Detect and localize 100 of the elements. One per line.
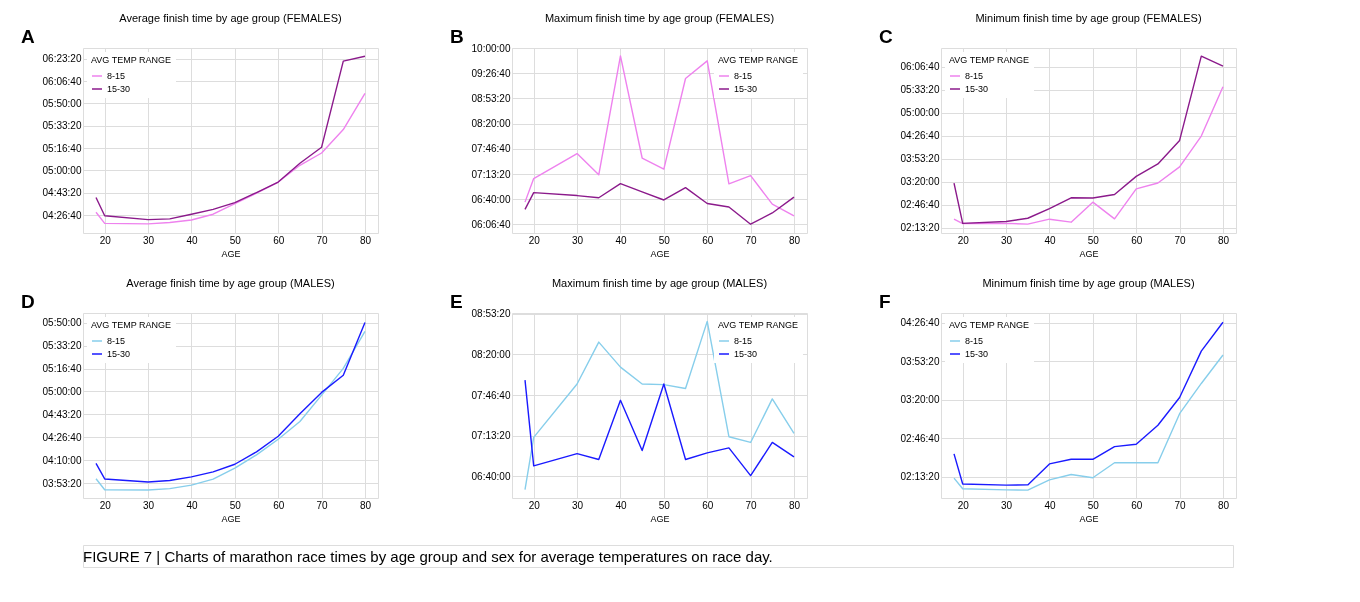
line-series bbox=[953, 86, 1224, 225]
x-tick-label: 30 bbox=[572, 499, 584, 511]
y-tick-label: 06:06:40 bbox=[471, 218, 511, 230]
legend-label: 8-15 bbox=[965, 71, 984, 81]
x-tick-label: 60 bbox=[273, 499, 285, 511]
x-tick-label: 60 bbox=[273, 234, 285, 246]
x-tick-label: 50 bbox=[1087, 499, 1100, 511]
legend-label: 8-15 bbox=[734, 336, 753, 346]
legend-title: AVG TEMP RANGE bbox=[949, 320, 1030, 330]
y-tick-label: 04:43:20 bbox=[42, 408, 82, 420]
text: D bbox=[21, 291, 35, 312]
x-tick-label: 20 bbox=[99, 499, 112, 511]
y-tick-label: 04:26:40 bbox=[42, 209, 82, 221]
legend-title: AVG TEMP RANGE bbox=[949, 55, 1030, 65]
line-series bbox=[524, 379, 795, 477]
y-tick-label: 08:20:00 bbox=[471, 348, 511, 360]
x-tick-label: 80 bbox=[359, 234, 372, 246]
legend-title: AVG TEMP RANGE bbox=[91, 55, 172, 65]
x-tick-label: 20 bbox=[99, 234, 112, 246]
x-tick-label: 30 bbox=[572, 234, 584, 246]
x-tick-label: 40 bbox=[186, 234, 198, 246]
y-tick-label: 04:26:40 bbox=[900, 130, 940, 142]
x-tick-label: 20 bbox=[957, 499, 970, 511]
legend-label: 15-30 bbox=[734, 349, 758, 359]
y-tick-label: 08:20:00 bbox=[471, 118, 511, 130]
y-tick-label: 06:06:40 bbox=[42, 75, 82, 87]
y-tick-label: 07:46:40 bbox=[471, 143, 511, 155]
y-tick-label: 02:46:40 bbox=[900, 199, 940, 211]
x-tick-label: 40 bbox=[186, 499, 198, 511]
legend-title: AVG TEMP RANGE bbox=[718, 55, 799, 65]
x-tick-label: 70 bbox=[1174, 499, 1187, 511]
y-tick-label: 03:53:20 bbox=[900, 153, 940, 165]
x-axis-title: AGE bbox=[650, 248, 670, 259]
x-tick-label: 80 bbox=[1217, 234, 1230, 246]
y-tick-label: 03:53:20 bbox=[900, 355, 940, 367]
legend-label: 8-15 bbox=[107, 336, 126, 346]
x-tick-label: 60 bbox=[1131, 499, 1143, 511]
y-tick-label: 07:13:20 bbox=[471, 430, 511, 442]
x-tick-label: 60 bbox=[702, 499, 714, 511]
y-tick-label: 05:00:00 bbox=[900, 107, 940, 119]
chart-title: Maximum finish time by age group (MALES) bbox=[551, 277, 768, 289]
x-tick-label: 20 bbox=[528, 499, 541, 511]
x-tick-label: 70 bbox=[316, 499, 329, 511]
text: B bbox=[450, 26, 464, 47]
chart-title: Minimum finish time by age group (MALES) bbox=[982, 277, 1195, 289]
chart-title: Maximum finish time by age group (FEMALES) bbox=[544, 12, 775, 24]
y-tick-label: 04:43:20 bbox=[42, 187, 82, 199]
y-tick-label: 05:33:20 bbox=[42, 120, 82, 132]
caption: FIGURE 7 | Charts of marathon race times by age group and sex for average temperatures on race day. bbox=[83, 548, 773, 565]
y-tick-label: 03:20:00 bbox=[900, 394, 940, 406]
chart-title: Average finish time by age group (FEMALES) bbox=[119, 12, 342, 24]
x-tick-label: 60 bbox=[702, 234, 714, 246]
x-tick-label: 30 bbox=[143, 499, 155, 511]
y-tick-label: 05:16:40 bbox=[42, 363, 82, 375]
legend-label: 15-30 bbox=[965, 84, 989, 94]
y-tick-label: 08:53:20 bbox=[471, 308, 511, 320]
y-tick-label: 03:20:00 bbox=[900, 176, 940, 188]
y-tick-label: 06:40:00 bbox=[471, 193, 511, 205]
y-tick-label: 08:53:20 bbox=[471, 92, 511, 104]
y-tick-label: 04:26:40 bbox=[900, 317, 940, 329]
x-tick-label: 80 bbox=[788, 234, 801, 246]
x-tick-label: 50 bbox=[229, 234, 242, 246]
x-tick-label: 30 bbox=[143, 234, 155, 246]
line-series bbox=[95, 92, 366, 225]
y-tick-label: 05:50:00 bbox=[42, 317, 82, 329]
x-axis-title: AGE bbox=[221, 248, 241, 259]
y-tick-label: 09:26:40 bbox=[471, 67, 511, 79]
legend-label: 8-15 bbox=[107, 71, 126, 81]
y-tick-label: 04:26:40 bbox=[42, 431, 82, 443]
legend-label: 15-30 bbox=[107, 349, 131, 359]
x-tick-label: 70 bbox=[745, 234, 758, 246]
x-tick-label: 20 bbox=[957, 234, 970, 246]
x-tick-label: 40 bbox=[615, 499, 627, 511]
text: C bbox=[879, 26, 893, 47]
x-tick-label: 40 bbox=[1044, 499, 1056, 511]
y-tick-label: 02:13:20 bbox=[900, 222, 940, 234]
y-tick-label: 05:00:00 bbox=[42, 164, 82, 176]
x-tick-label: 50 bbox=[658, 499, 671, 511]
legend-title: AVG TEMP RANGE bbox=[718, 320, 799, 330]
x-axis-title: AGE bbox=[1079, 248, 1099, 259]
x-tick-label: 80 bbox=[788, 499, 801, 511]
y-tick-label: 05:00:00 bbox=[42, 386, 82, 397]
x-axis-title: AGE bbox=[1079, 513, 1099, 524]
x-tick-label: 30 bbox=[1001, 234, 1013, 246]
legend-title: AVG TEMP RANGE bbox=[91, 320, 172, 330]
y-tick-label: 02:46:40 bbox=[900, 432, 940, 444]
line-series bbox=[524, 182, 795, 225]
x-axis-title: AGE bbox=[650, 513, 670, 524]
x-tick-label: 20 bbox=[528, 234, 541, 246]
chart-title: Minimum finish time by age group (FEMALES) bbox=[975, 12, 1202, 24]
x-tick-label: 70 bbox=[316, 234, 329, 246]
x-tick-label: 50 bbox=[1087, 234, 1100, 246]
legend-label: 8-15 bbox=[965, 336, 984, 346]
y-tick-label: 05:16:40 bbox=[42, 142, 82, 154]
chart-title: Average finish time by age group (MALES) bbox=[126, 277, 335, 289]
x-tick-label: 70 bbox=[1174, 234, 1187, 246]
x-tick-label: 60 bbox=[1131, 234, 1143, 246]
legend-label: 8-15 bbox=[734, 71, 753, 81]
x-tick-label: 50 bbox=[658, 234, 671, 246]
y-tick-label: 04:10:00 bbox=[42, 454, 82, 466]
